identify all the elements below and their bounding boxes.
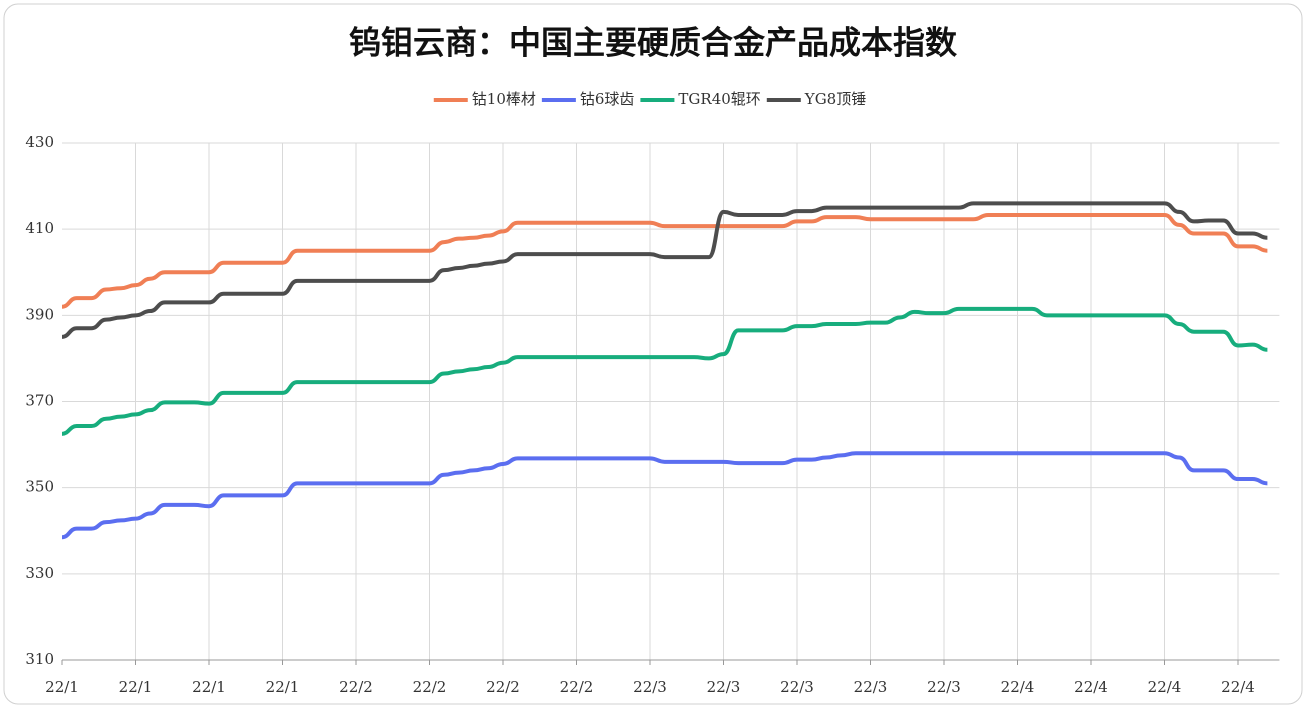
legend-label: 钴10棒材 xyxy=(472,90,536,108)
y-tick-label: 310 xyxy=(25,650,54,668)
chart-frame xyxy=(3,3,1303,705)
legend-label: TGR40辊环 xyxy=(678,90,760,108)
x-tick-label: 22/3 xyxy=(707,678,741,696)
y-tick-label: 330 xyxy=(25,564,54,582)
legend-label: 钴6球齿 xyxy=(580,90,635,108)
series-line xyxy=(61,451,1268,540)
y-tick-label: 350 xyxy=(25,478,54,496)
x-tick-label: 22/4 xyxy=(1148,678,1182,696)
x-tick-label: 22/3 xyxy=(780,678,814,696)
x-tick-label: 22/4 xyxy=(1001,678,1035,696)
x-tick-label: 22/1 xyxy=(266,678,300,696)
x-tick-label: 22/2 xyxy=(560,678,594,696)
y-tick-label: 390 xyxy=(25,305,54,323)
series-line xyxy=(61,201,1268,339)
y-tick-label: 370 xyxy=(25,392,54,410)
series-line xyxy=(61,212,1268,309)
y-tick-label: 430 xyxy=(25,133,54,151)
series-line xyxy=(61,306,1268,436)
x-tick-label: 22/2 xyxy=(339,678,373,696)
x-tick-label: 22/3 xyxy=(927,678,961,696)
legend: 钴10棒材 钴6球齿 TGR40辊环 YG8顶锤 xyxy=(433,90,866,108)
x-tick-label: 22/1 xyxy=(192,678,226,696)
x-tick-label: 22/2 xyxy=(413,678,447,696)
x-tick-label: 22/4 xyxy=(1221,678,1255,696)
y-tick-label: 410 xyxy=(25,219,54,237)
x-tick-label: 22/2 xyxy=(486,678,520,696)
legend-label: YG8顶锤 xyxy=(804,90,866,108)
x-tick-label: 22/1 xyxy=(45,678,79,696)
chart-title: 钨钼云商：中国主要硬质合金产品成本指数 xyxy=(349,24,958,62)
x-tick-label: 22/3 xyxy=(854,678,888,696)
x-tick-label: 22/3 xyxy=(633,678,667,696)
x-tick-label: 22/4 xyxy=(1074,678,1108,696)
x-tick-label: 22/1 xyxy=(119,678,153,696)
